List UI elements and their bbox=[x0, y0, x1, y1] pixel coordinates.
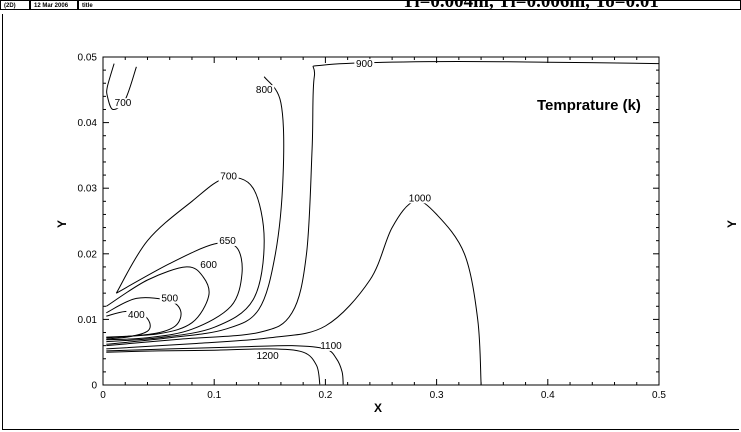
contour-label-bg bbox=[254, 85, 275, 96]
contour-label-600: 600 bbox=[200, 260, 217, 271]
annotation-text: Temprature (k) bbox=[537, 97, 641, 114]
contour-label-bg bbox=[354, 58, 375, 69]
x-tick-label: 0.3 bbox=[430, 390, 444, 401]
x-axis-label: X bbox=[374, 401, 382, 415]
x-tick-label: 0.5 bbox=[652, 390, 666, 401]
header-tag: (2D) bbox=[0, 0, 30, 10]
contour-label-500: 500 bbox=[161, 294, 178, 305]
y-tick-label: 0.03 bbox=[78, 184, 98, 195]
x-tick-label: 0.2 bbox=[318, 390, 332, 401]
contour-line-1200 bbox=[106, 348, 321, 385]
contour-label-bg bbox=[320, 340, 341, 351]
contour-line-1000 bbox=[106, 200, 482, 385]
contour-label-650: 650 bbox=[219, 236, 236, 247]
y-tick-label: 0.01 bbox=[78, 315, 98, 326]
contour-label-400: 400 bbox=[128, 310, 145, 321]
contour-label-700: 700 bbox=[220, 172, 237, 183]
x-tick-label: 0 bbox=[100, 390, 106, 401]
contour-line-500 bbox=[106, 297, 182, 339]
y-tick-label: 0 bbox=[91, 381, 97, 392]
contour-line-650 bbox=[106, 241, 243, 341]
contour-line-1100 bbox=[106, 345, 344, 385]
contour-label-900: 900 bbox=[356, 59, 373, 70]
contour-line-800 bbox=[106, 76, 285, 345]
y-axis-label: Y bbox=[55, 220, 69, 228]
contour-label-bg bbox=[218, 171, 239, 182]
right-y-axis-label: Y bbox=[725, 220, 739, 228]
contour-label-800: 800 bbox=[256, 85, 273, 96]
contour-label-bg bbox=[113, 98, 134, 109]
contour-label-bg bbox=[198, 260, 219, 271]
contour-label-700: 700 bbox=[115, 98, 132, 109]
x-tick-label: 0.4 bbox=[541, 390, 555, 401]
contour-label-bg bbox=[126, 310, 147, 321]
x-tick-label: 0.1 bbox=[207, 390, 221, 401]
contour-label-bg bbox=[217, 235, 238, 246]
y-tick-label: 0.05 bbox=[78, 53, 98, 64]
outer-border bbox=[2, 14, 739, 430]
label-layer: 400 500 600 650 700 800 900 1000 1100 1200 700 bbox=[113, 59, 431, 362]
contour-line-600 bbox=[106, 266, 210, 338]
y-tick-label: 0.02 bbox=[78, 249, 98, 260]
page-title: Ti=0.004m, Ti=0.006m, To=0.01 bbox=[402, 0, 659, 12]
contour-label-bg bbox=[257, 350, 278, 361]
contour-line-900 bbox=[106, 60, 660, 347]
axes: 0 0.1 0.2 0.3 0.4 0.5 0 0.01 0.02 0.03 0.04 0.05 bbox=[78, 53, 667, 402]
y-tick-label: 0.04 bbox=[78, 118, 98, 129]
header-date: 12 Mar 2006 bbox=[30, 0, 78, 10]
contour-label-bg bbox=[409, 193, 430, 204]
contour-line-700 bbox=[106, 177, 265, 343]
contour-layer bbox=[106, 60, 660, 385]
plot-area bbox=[102, 56, 660, 386]
contour-label-bg bbox=[159, 293, 180, 304]
contour-label-1100: 1100 bbox=[320, 341, 342, 352]
contour-label-1200: 1200 bbox=[256, 351, 279, 362]
contour-line-700 bbox=[106, 63, 137, 111]
contour-label-1000: 1000 bbox=[409, 193, 432, 204]
